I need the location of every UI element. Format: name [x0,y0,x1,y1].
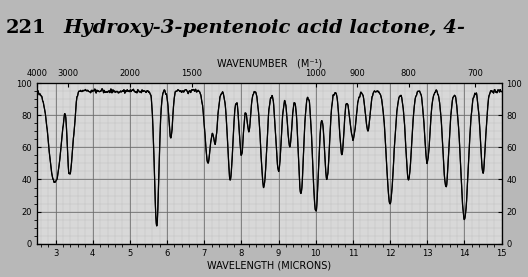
Text: Hydroxy-3-pentenoic acid lactone, 4-: Hydroxy-3-pentenoic acid lactone, 4- [63,19,465,37]
Text: 221: 221 [5,19,46,37]
X-axis label: WAVENUMBER   (M⁻¹): WAVENUMBER (M⁻¹) [216,58,322,68]
X-axis label: WAVELENGTH (MICRONS): WAVELENGTH (MICRONS) [207,260,332,270]
